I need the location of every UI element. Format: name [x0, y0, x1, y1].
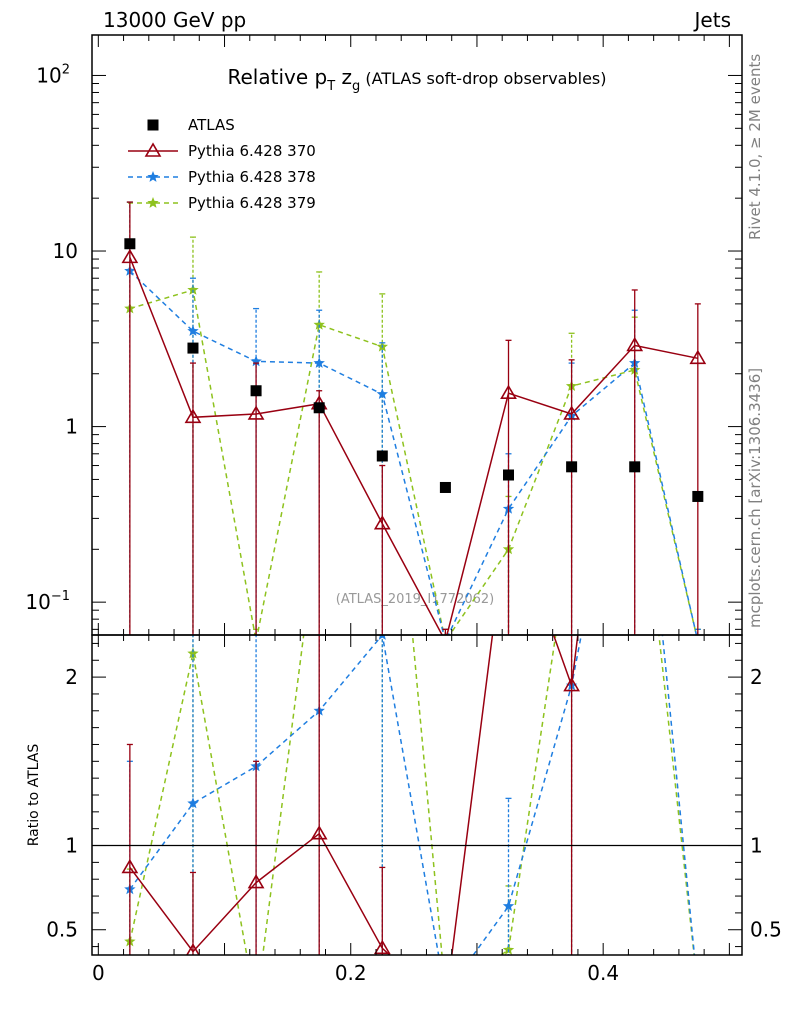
ratio-point-p370: [247, 873, 265, 889]
legend-label-p370: Pythia 6.428 370: [188, 142, 316, 160]
series-line-p379: [129, 289, 698, 635]
data-point-p378: [187, 325, 199, 336]
data-point-atlas: [124, 238, 136, 250]
ratio-point-p379: [250, 1001, 261, 1012]
x-tick-label: 0.2: [335, 961, 367, 985]
legend-marker-p378: [147, 171, 159, 182]
legend-label-p378: Pythia 6.428 378: [188, 168, 316, 186]
ratio-point-p370: [121, 858, 139, 874]
data-point-atlas: [313, 402, 325, 414]
main-plot-area: [121, 201, 707, 646]
data-point-atlas: [566, 461, 578, 473]
data-point-atlas: [187, 342, 199, 354]
ratio-point-p378: [502, 900, 515, 911]
header-left-label: 13000 GeV pp: [103, 8, 246, 32]
ratio-line-p370: [129, 635, 579, 955]
plot-title-text: Relative pT zg (ATLAS soft-drop observab…: [227, 65, 606, 94]
ratio-point-p379: [187, 647, 199, 659]
x-tick-label: 0: [92, 961, 105, 985]
data-point-p379: [187, 284, 199, 295]
data-point-p370: [247, 405, 265, 420]
y-tick-label: 1: [65, 415, 78, 439]
data-point-p379: [692, 635, 703, 646]
data-point-atlas: [692, 490, 704, 502]
data-point-atlas: [376, 450, 388, 462]
axes: 0 0.2 0.4 10−1 1 10 102 0.5 0.5 1 1 2 2: [25, 34, 782, 985]
mcplots-label: mcplots.cern.ch [arXiv:1306.3436]: [746, 368, 764, 628]
data-point-p370: [373, 515, 391, 530]
ratio-line-p379: [129, 635, 695, 955]
x-tick-label: 0.4: [587, 961, 619, 985]
data-point-p378: [440, 635, 451, 646]
legend-marker-atlas: [147, 119, 159, 131]
data-point-p370: [121, 248, 139, 264]
ratio-point-p378: [187, 797, 199, 809]
ratio-y-tick-label-right: 2: [750, 665, 763, 689]
series-line-p370: [129, 257, 698, 635]
data-point-p378: [692, 635, 703, 646]
header-right-label: Jets: [693, 8, 731, 32]
series-line-p378: [129, 270, 698, 635]
y-tick-label: 10−1: [25, 589, 70, 614]
data-point-p370: [626, 336, 644, 352]
data-point-p370: [500, 384, 517, 399]
data-point-p379: [313, 318, 325, 330]
data-point-p370: [443, 632, 447, 635]
ratio-point-p370: [438, 999, 452, 1011]
ratio-point-p378: [692, 983, 703, 994]
ratio-point-p370: [373, 939, 391, 955]
ratio-y-tick-label: 0.5: [46, 918, 78, 942]
data-point-atlas: [250, 385, 262, 397]
legend-marker-p370: [144, 142, 162, 157]
ratio-y-tick-label: 2: [65, 665, 78, 689]
analysis-reference: (ATLAS_2019_I1772062): [336, 592, 494, 607]
legend-marker-p379: [147, 197, 159, 208]
ratio-point-p370: [185, 943, 200, 955]
data-point-p370: [689, 349, 707, 365]
plot-title: Relative pT zg (ATLAS soft-drop observab…: [227, 65, 606, 94]
ratio-ylabel: Ratio to ATLAS: [26, 744, 42, 847]
ratio-point-p379: [440, 986, 451, 997]
data-point-p370: [563, 405, 581, 420]
ratio-point-p370: [310, 825, 328, 840]
rivet-version-label: Rivet 4.1.0, ≥ 2M events: [746, 54, 764, 240]
ratio-point-p370: [628, 165, 642, 177]
data-point-atlas: [503, 469, 515, 481]
ratio-line-p378: [129, 635, 696, 955]
ratio-y-tick-label: 1: [65, 834, 78, 858]
ratio-y-tick-label-right: 0.5: [750, 918, 782, 942]
ratio-plot-area: [121, 165, 703, 1012]
data-point-p378: [376, 388, 388, 399]
data-point-p379: [440, 635, 451, 646]
data-point-atlas: [629, 461, 641, 473]
y-tick-label: 10: [53, 239, 78, 263]
y-tick-label: 102: [36, 62, 70, 87]
data-point-atlas: [439, 481, 451, 493]
legend-label-p379: Pythia 6.428 379: [188, 194, 316, 212]
ratio-y-tick-label-right: 1: [750, 834, 763, 858]
legend: ATLAS Pythia 6.428 370 Pythia 6.428 378 Pyt…: [128, 116, 316, 212]
data-point-p378: [313, 357, 325, 368]
ratio-point-p378: [378, 635, 386, 640]
ratio-point-p370: [563, 676, 581, 692]
ratio-point-p378: [440, 988, 451, 999]
data-point-p370: [184, 408, 202, 424]
data-point-p378: [250, 355, 262, 367]
legend-label-atlas: ATLAS: [188, 116, 235, 134]
ratio-point-p379: [692, 983, 703, 994]
